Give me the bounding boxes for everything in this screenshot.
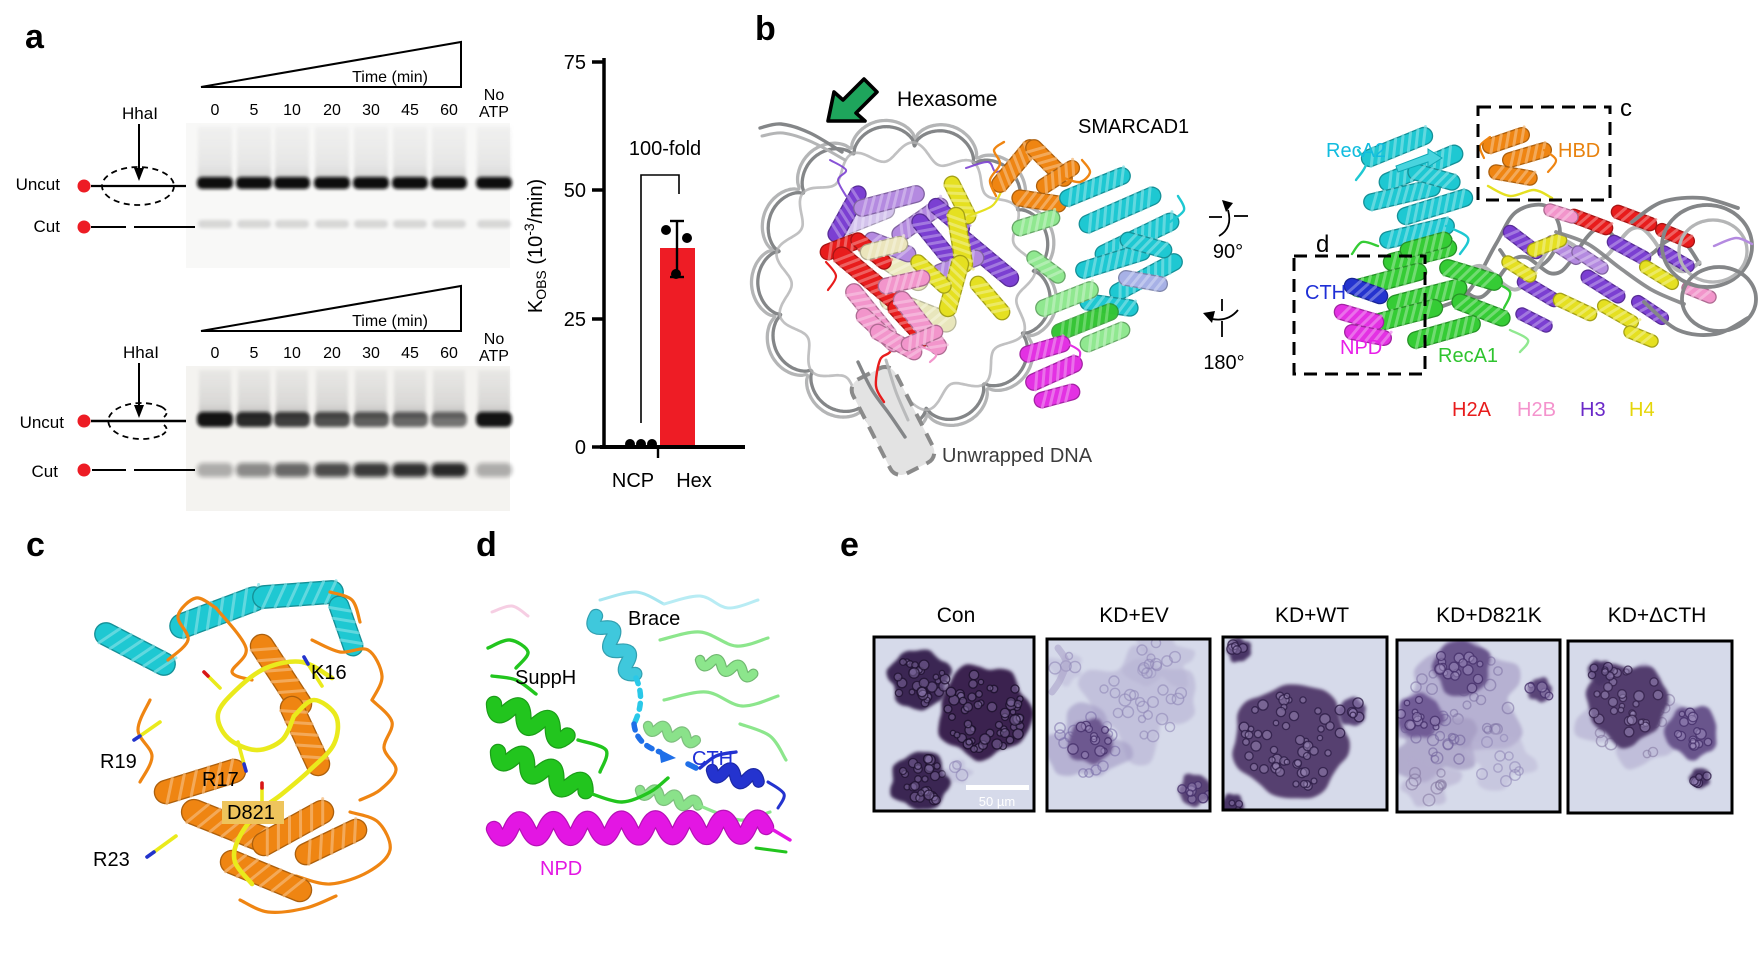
svg-text:KOBS (10-3/min): KOBS (10-3/min) bbox=[521, 179, 549, 313]
svg-text:H2A: H2A bbox=[1452, 399, 1492, 421]
svg-text:R19: R19 bbox=[100, 751, 137, 773]
svg-text:Hexasome: Hexasome bbox=[897, 88, 997, 111]
svg-text:Brace: Brace bbox=[628, 608, 680, 630]
svg-text:0: 0 bbox=[575, 437, 586, 459]
svg-text:60: 60 bbox=[440, 345, 458, 362]
svg-text:Time (min): Time (min) bbox=[352, 69, 428, 86]
svg-text:Uncut: Uncut bbox=[16, 175, 61, 194]
svg-text:CTH: CTH bbox=[1305, 282, 1346, 304]
svg-text:0: 0 bbox=[211, 345, 220, 362]
svg-text:No: No bbox=[484, 87, 505, 104]
svg-text:H2B: H2B bbox=[1517, 399, 1556, 421]
svg-text:c: c bbox=[1620, 95, 1632, 122]
svg-text:No: No bbox=[484, 331, 505, 348]
svg-text:KD+EV: KD+EV bbox=[1099, 604, 1168, 627]
svg-text:HBD: HBD bbox=[1558, 140, 1600, 162]
svg-text:20: 20 bbox=[323, 345, 341, 362]
svg-text:K16: K16 bbox=[311, 662, 347, 684]
svg-text:R17: R17 bbox=[202, 769, 239, 791]
svg-text:100-fold: 100-fold bbox=[629, 138, 701, 160]
svg-text:5: 5 bbox=[250, 102, 259, 119]
svg-text:e: e bbox=[840, 526, 859, 564]
svg-text:10: 10 bbox=[283, 102, 301, 119]
svg-text:Cut: Cut bbox=[32, 462, 59, 481]
svg-text:KD+ΔCTH: KD+ΔCTH bbox=[1608, 604, 1707, 627]
svg-text:RecA2: RecA2 bbox=[1326, 140, 1386, 162]
svg-text:Time (min): Time (min) bbox=[352, 313, 428, 330]
svg-text:75: 75 bbox=[564, 52, 586, 74]
svg-text:5: 5 bbox=[250, 345, 259, 362]
svg-text:SMARCAD1: SMARCAD1 bbox=[1078, 116, 1189, 138]
svg-text:45: 45 bbox=[401, 102, 419, 119]
svg-text:RecA1: RecA1 bbox=[1438, 345, 1498, 367]
svg-text:30: 30 bbox=[362, 102, 380, 119]
svg-text:NPD: NPD bbox=[540, 858, 582, 880]
svg-text:180°: 180° bbox=[1203, 352, 1244, 374]
svg-text:NCP: NCP bbox=[612, 470, 654, 492]
svg-text:Uncut: Uncut bbox=[20, 413, 65, 432]
svg-text:H4: H4 bbox=[1629, 399, 1655, 421]
svg-text:10: 10 bbox=[283, 345, 301, 362]
svg-text:SuppH: SuppH bbox=[515, 667, 576, 689]
svg-text:Cut: Cut bbox=[34, 217, 61, 236]
svg-text:ATP: ATP bbox=[479, 348, 509, 365]
svg-text:a: a bbox=[25, 18, 45, 56]
svg-text:H3: H3 bbox=[1580, 399, 1606, 421]
svg-text:60: 60 bbox=[440, 102, 458, 119]
svg-text:0: 0 bbox=[211, 102, 220, 119]
svg-text:D821: D821 bbox=[227, 802, 275, 824]
svg-text:20: 20 bbox=[323, 102, 341, 119]
svg-text:HhaI: HhaI bbox=[122, 104, 158, 123]
svg-text:90°: 90° bbox=[1213, 241, 1243, 263]
svg-text:b: b bbox=[755, 10, 776, 48]
svg-text:d: d bbox=[476, 526, 497, 564]
svg-text:R23: R23 bbox=[93, 849, 130, 871]
svg-text:KD+WT: KD+WT bbox=[1275, 604, 1349, 627]
svg-text:Con: Con bbox=[937, 604, 976, 627]
svg-text:50: 50 bbox=[564, 180, 586, 202]
svg-text:25: 25 bbox=[564, 309, 586, 331]
svg-text:50 µm: 50 µm bbox=[979, 794, 1015, 809]
svg-text:NPD: NPD bbox=[1340, 337, 1382, 359]
svg-text:c: c bbox=[26, 526, 45, 564]
svg-text:45: 45 bbox=[401, 345, 419, 362]
svg-text:ATP: ATP bbox=[479, 104, 509, 121]
svg-text:CTH: CTH bbox=[692, 748, 733, 770]
svg-text:Hex: Hex bbox=[676, 470, 712, 492]
svg-text:30: 30 bbox=[362, 345, 380, 362]
svg-text:HhaI: HhaI bbox=[123, 343, 159, 362]
svg-text:KD+D821K: KD+D821K bbox=[1436, 604, 1542, 627]
svg-text:d: d bbox=[1316, 231, 1329, 258]
svg-text:Unwrapped DNA: Unwrapped DNA bbox=[942, 445, 1093, 467]
